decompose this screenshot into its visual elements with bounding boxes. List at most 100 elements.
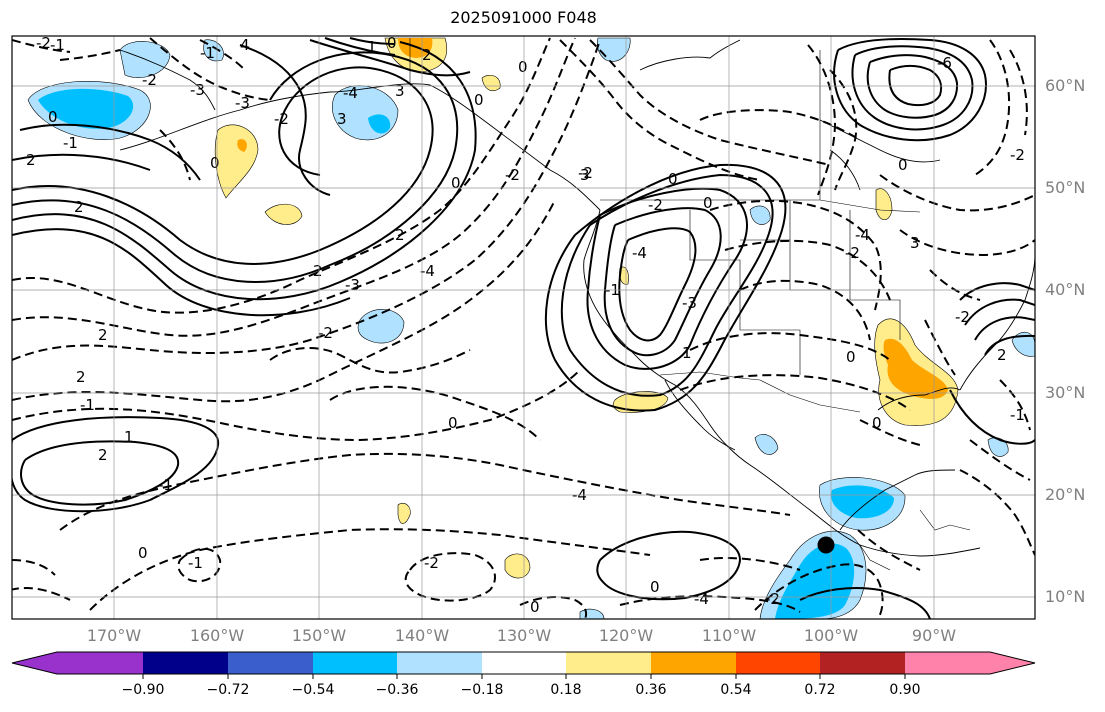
negative-contour (857, 529, 921, 571)
positive-contour (851, 45, 974, 131)
contour-label: 0 (387, 34, 397, 52)
colorbar-segment (905, 652, 1035, 674)
negative-contour (519, 596, 588, 619)
positive-anomaly-area (397, 502, 411, 524)
contour-label: 0 (138, 544, 148, 562)
positive-contour (324, 37, 396, 56)
negative-contour (12, 559, 56, 576)
negative-contour (959, 469, 1035, 556)
contour-label: 0 (48, 108, 58, 126)
contour-label: 2 (395, 226, 405, 244)
positive-contour (349, 37, 396, 45)
negative-contour (899, 229, 1035, 257)
contour-label: 2 (74, 198, 84, 216)
negative-contour (177, 547, 222, 583)
contour-label: -2 (318, 324, 333, 342)
negative-contour (699, 109, 861, 141)
dashed-contours (12, 37, 1035, 619)
contour-label: -2 (955, 308, 970, 326)
contour-label: 2 (313, 262, 323, 280)
negative-contour (924, 319, 956, 376)
colorbar (11, 651, 1036, 679)
positive-contour (984, 334, 1035, 356)
contour-label: -4 (855, 226, 870, 244)
positive-contour (596, 530, 742, 601)
positive-anomaly-area (875, 188, 893, 221)
negative-contour (589, 39, 831, 166)
negative-contour (859, 419, 921, 446)
contour-label: -2 (648, 196, 663, 214)
colorbar-segment (651, 652, 736, 674)
negative-contour (679, 374, 911, 411)
contour-label: 0 (518, 58, 528, 76)
lat-label: 40°N (1045, 280, 1086, 299)
negative-contour (12, 37, 551, 314)
colorbar-segment (820, 652, 905, 674)
positive-anomaly-area (504, 553, 531, 579)
positive-contour (560, 173, 774, 397)
lat-label: 60°N (1045, 76, 1086, 95)
lon-label: 100°W (803, 626, 859, 645)
negative-contour (12, 587, 71, 601)
contour-label: -4 (343, 84, 358, 102)
contour-label: -3 (345, 276, 360, 294)
contour-label: 0 (210, 154, 220, 172)
negative-contour (739, 279, 871, 341)
lon-label: 110°W (701, 626, 757, 645)
negative-contour (999, 379, 1031, 431)
colorbar-segment (228, 652, 313, 674)
colorbar-tick-label: 0.90 (889, 682, 921, 698)
graticule (12, 36, 1035, 619)
positive-contour (12, 66, 434, 265)
contour-label: 0 (474, 91, 484, 109)
negative-anomaly-area (203, 39, 224, 62)
negative-contour (559, 39, 761, 181)
contour-label: -2 (765, 590, 780, 608)
contour-label: 1 (682, 344, 692, 362)
contour-label: 3 (337, 110, 347, 128)
lat-label: 30°N (1045, 383, 1086, 402)
negative-anomaly-area (357, 309, 405, 344)
colorbar-tick-label: 0.72 (804, 682, 836, 698)
contour-label: -1 (158, 476, 173, 494)
positive-contour (964, 298, 1035, 326)
contour-label: 0 (451, 174, 461, 192)
colorbar-segment (566, 652, 651, 674)
coastlines (119, 39, 1035, 557)
contour-label: -2 (1010, 146, 1025, 164)
negative-contour (724, 239, 891, 301)
negative-contour (12, 369, 581, 442)
contour-label: -4 (420, 262, 435, 280)
colorbar-tick-label: −0.90 (121, 682, 165, 698)
colorbar-tick-label: −0.54 (291, 682, 335, 698)
contour-label: 1 (367, 38, 377, 56)
contour-label: -1 (1010, 406, 1025, 424)
contour-label: 2 (76, 368, 86, 386)
colorbar-tick-label: 0.18 (550, 682, 582, 698)
colorbar-segment (12, 652, 143, 674)
positive-contour (799, 587, 931, 619)
positive-contour (866, 54, 959, 119)
negative-anomaly-core (368, 114, 391, 134)
contour-label: 2 (422, 46, 432, 64)
negative-contour (149, 37, 271, 101)
negative-contour (199, 39, 246, 71)
lon-label: 170°W (86, 626, 142, 645)
lat-label: 20°N (1045, 485, 1086, 504)
contour-labels: -2 -1 4 -1 2 -3 -2 0 1 0 0 -6 -3 3 -4 3 … (26, 34, 1025, 616)
lon-label: 120°W (598, 626, 654, 645)
negative-contour (619, 595, 801, 613)
contour-label: -2 (845, 244, 860, 262)
colorbar-segment (736, 652, 820, 674)
lat-label: 10°N (1045, 587, 1086, 606)
colorbar-tick-label: −0.72 (206, 682, 250, 698)
negative-contour (1009, 49, 1028, 136)
negative-contour (269, 347, 471, 374)
contour-label: -2 (274, 110, 289, 128)
negative-contour (12, 39, 601, 361)
lon-label: 140°W (394, 626, 450, 645)
contour-label: -6 (937, 54, 952, 72)
positive-contour (888, 64, 943, 107)
contour-label: -2 (424, 554, 439, 572)
negative-anomaly-area (754, 434, 779, 455)
